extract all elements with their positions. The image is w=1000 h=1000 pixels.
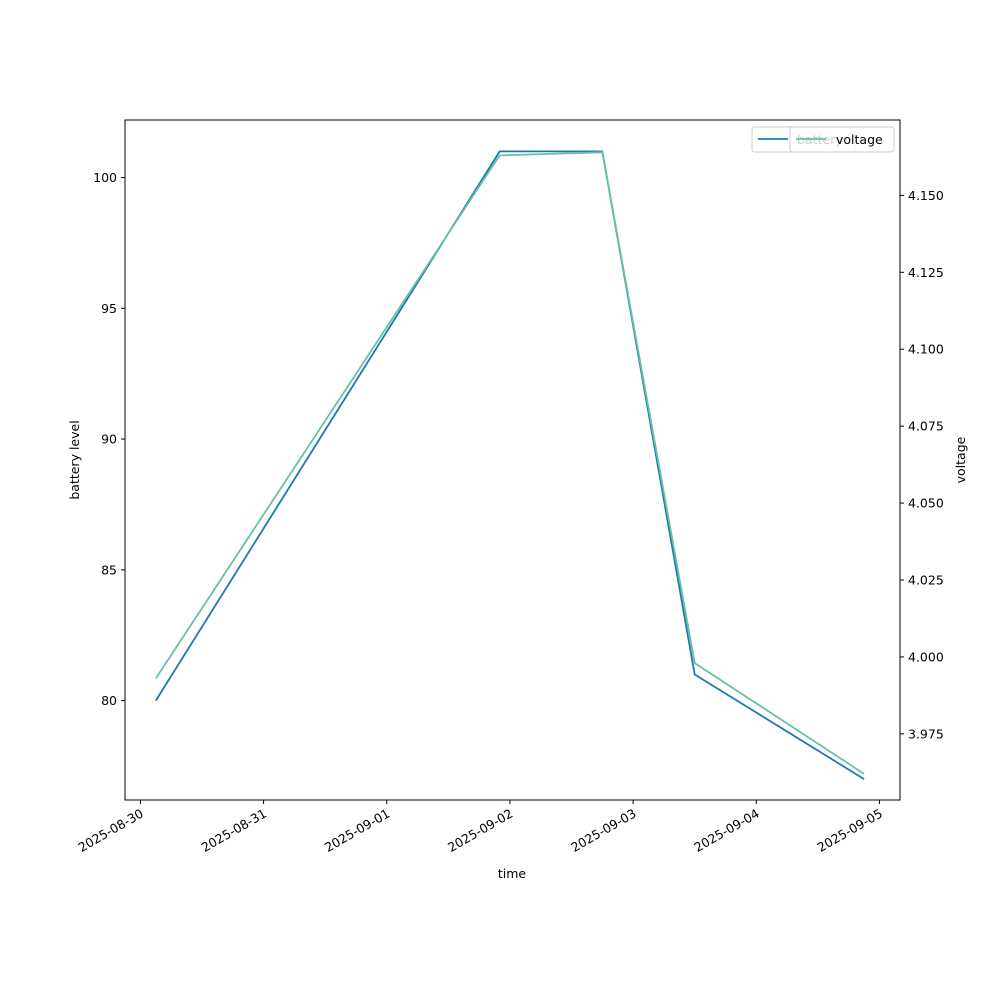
y-right-axis: 3.975 4.000 4.025 4.050 4.075 4.100 4.125 4.150 (900, 188, 944, 741)
x-tick-label: 2025-09-01 (322, 806, 392, 855)
y-right-tick-label: 4.125 (908, 265, 944, 280)
x-tick-label: 2025-09-05 (815, 806, 885, 855)
y-right-tick-label: 4.000 (908, 649, 944, 664)
x-axis: 2025-08-30 2025-08-31 2025-09-01 2025-09-02… (75, 800, 885, 855)
x-tick-label: 2025-08-31 (199, 806, 269, 855)
legend-voltage-label: voltage (836, 132, 883, 147)
series-line-voltage (155, 151, 865, 775)
legend-voltage: voltage (789, 126, 895, 153)
y-left-axis-title: battery level (67, 420, 82, 499)
y-left-tick-label: 95 (101, 301, 117, 316)
y-left-tick-label: 90 (101, 432, 117, 447)
y-left-tick-label: 85 (101, 562, 117, 577)
x-tick-label: 2025-09-03 (568, 806, 638, 855)
plot-area (125, 120, 900, 800)
y-right-tick-label: 4.150 (908, 188, 944, 203)
x-axis-title: time (498, 866, 527, 881)
y-right-tick-label: 4.075 (908, 419, 944, 434)
legend-voltage-frame (789, 126, 895, 153)
y-left-tick-label: 100 (93, 170, 117, 185)
y-left-axis: 80 85 90 95 100 (93, 170, 125, 708)
series-layer (155, 150, 865, 780)
y-left-tick-label: 80 (101, 693, 117, 708)
y-right-tick-label: 3.975 (908, 726, 944, 741)
y-right-tick-label: 4.100 (908, 342, 944, 357)
x-tick-label: 2025-09-02 (445, 806, 515, 855)
y-right-tick-label: 4.025 (908, 573, 944, 588)
x-tick-label: 2025-09-04 (691, 806, 761, 855)
y-right-tick-label: 4.050 (908, 496, 944, 511)
series-line-battery (155, 150, 865, 780)
plot-frame (124, 119, 901, 801)
x-tick-label: 2025-08-30 (75, 806, 145, 855)
y-right-axis-title: voltage (953, 436, 968, 483)
